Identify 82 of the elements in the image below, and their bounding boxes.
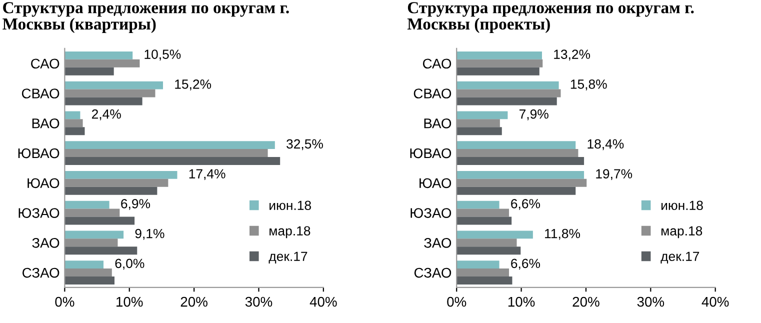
chart-title: Структура предложения по округам г. Москвы (проекты) bbox=[407, 2, 694, 33]
legend-label: дек.17 bbox=[268, 252, 308, 264]
x-tick-label: 10% bbox=[116, 296, 143, 307]
x-tick-label: 0% bbox=[55, 296, 74, 307]
bar bbox=[64, 81, 164, 90]
data-label: 2,4% bbox=[92, 109, 121, 120]
bar bbox=[456, 276, 512, 284]
bar bbox=[64, 216, 135, 225]
y-tick-label: САО bbox=[422, 58, 452, 69]
y-tick-label: ВАО bbox=[424, 118, 452, 128]
y-tick-label: САО bbox=[31, 58, 60, 69]
x-tick-label: 30% bbox=[637, 296, 664, 307]
y-tick-label: СВАО bbox=[414, 88, 452, 98]
data-label: 6,9% bbox=[121, 199, 150, 210]
bar bbox=[456, 230, 533, 239]
data-label: 19,7% bbox=[596, 169, 632, 180]
data-label: 18,4% bbox=[588, 139, 624, 150]
y-tick-label: ВАО bbox=[32, 118, 60, 128]
y-tick-label: ЮАО bbox=[28, 178, 60, 188]
bar bbox=[64, 230, 124, 239]
bar bbox=[456, 200, 500, 209]
x-tick-label: 0% bbox=[447, 296, 466, 307]
data-label: 15,8% bbox=[570, 79, 607, 90]
data-label: 6,0% bbox=[115, 258, 144, 270]
legend-label: мар.18 bbox=[661, 226, 702, 238]
bar bbox=[64, 186, 158, 195]
bar bbox=[456, 97, 557, 106]
bar bbox=[64, 200, 110, 209]
x-tick-label: 40% bbox=[310, 296, 337, 307]
bar bbox=[64, 260, 104, 269]
bar bbox=[456, 111, 508, 120]
x-tick-label: 20% bbox=[180, 296, 208, 307]
y-tick-label: ЗАО bbox=[424, 238, 452, 248]
bar bbox=[64, 51, 133, 60]
bar bbox=[456, 170, 584, 179]
bar bbox=[64, 246, 138, 255]
legend-label: июн.18 bbox=[270, 200, 311, 210]
data-label: 6,6% bbox=[511, 258, 540, 270]
bar bbox=[64, 111, 80, 120]
data-label: 6,6% bbox=[511, 199, 540, 210]
bar bbox=[456, 157, 584, 165]
x-tick-label: 10% bbox=[508, 296, 535, 307]
bar bbox=[64, 170, 178, 179]
data-label: 15,2% bbox=[175, 79, 212, 90]
bar bbox=[456, 51, 542, 60]
x-tick-label: 40% bbox=[702, 296, 729, 307]
chart-title: Структура предложения по округам г. Москвы (квартиры) bbox=[2, 2, 289, 33]
data-label: 10,5% bbox=[144, 50, 181, 61]
bar bbox=[64, 97, 142, 106]
data-label: 17,4% bbox=[189, 169, 226, 180]
bar bbox=[64, 157, 280, 165]
x-tick-label: 20% bbox=[572, 296, 600, 307]
bar bbox=[456, 260, 500, 269]
x-tick-label: 30% bbox=[245, 296, 272, 307]
bar bbox=[456, 246, 521, 255]
y-tick-label: СВАО bbox=[22, 88, 60, 98]
data-label: 32,5% bbox=[286, 139, 323, 150]
bar bbox=[456, 141, 576, 150]
data-label: 13,2% bbox=[554, 50, 590, 61]
bar bbox=[456, 186, 576, 195]
legend-label: дек.17 bbox=[660, 252, 700, 264]
y-tick-label: ЗАО bbox=[32, 238, 60, 248]
y-tick-label: СЗАО bbox=[414, 268, 452, 278]
y-tick-label: ЮЗАО bbox=[18, 208, 60, 218]
bar bbox=[64, 276, 114, 284]
y-tick-label: СЗАО bbox=[22, 268, 60, 278]
bar bbox=[456, 127, 502, 136]
y-tick-label: ЮВАО bbox=[18, 148, 60, 158]
data-label: 7,9% bbox=[519, 109, 548, 120]
data-label: 9,1% bbox=[135, 228, 164, 240]
legend-label: мар.18 bbox=[270, 226, 310, 238]
data-label: 11,8% bbox=[545, 228, 580, 240]
bar bbox=[456, 81, 559, 90]
bar bbox=[64, 141, 275, 150]
bar bbox=[456, 67, 540, 76]
bar bbox=[64, 67, 114, 76]
y-tick-label: ЮАО bbox=[420, 178, 452, 188]
y-tick-label: ЮВАО bbox=[410, 148, 452, 158]
legend-label: июн.18 bbox=[661, 200, 703, 210]
y-tick-label: ЮЗАО bbox=[410, 208, 452, 218]
bar bbox=[64, 127, 85, 136]
bar bbox=[456, 216, 512, 225]
